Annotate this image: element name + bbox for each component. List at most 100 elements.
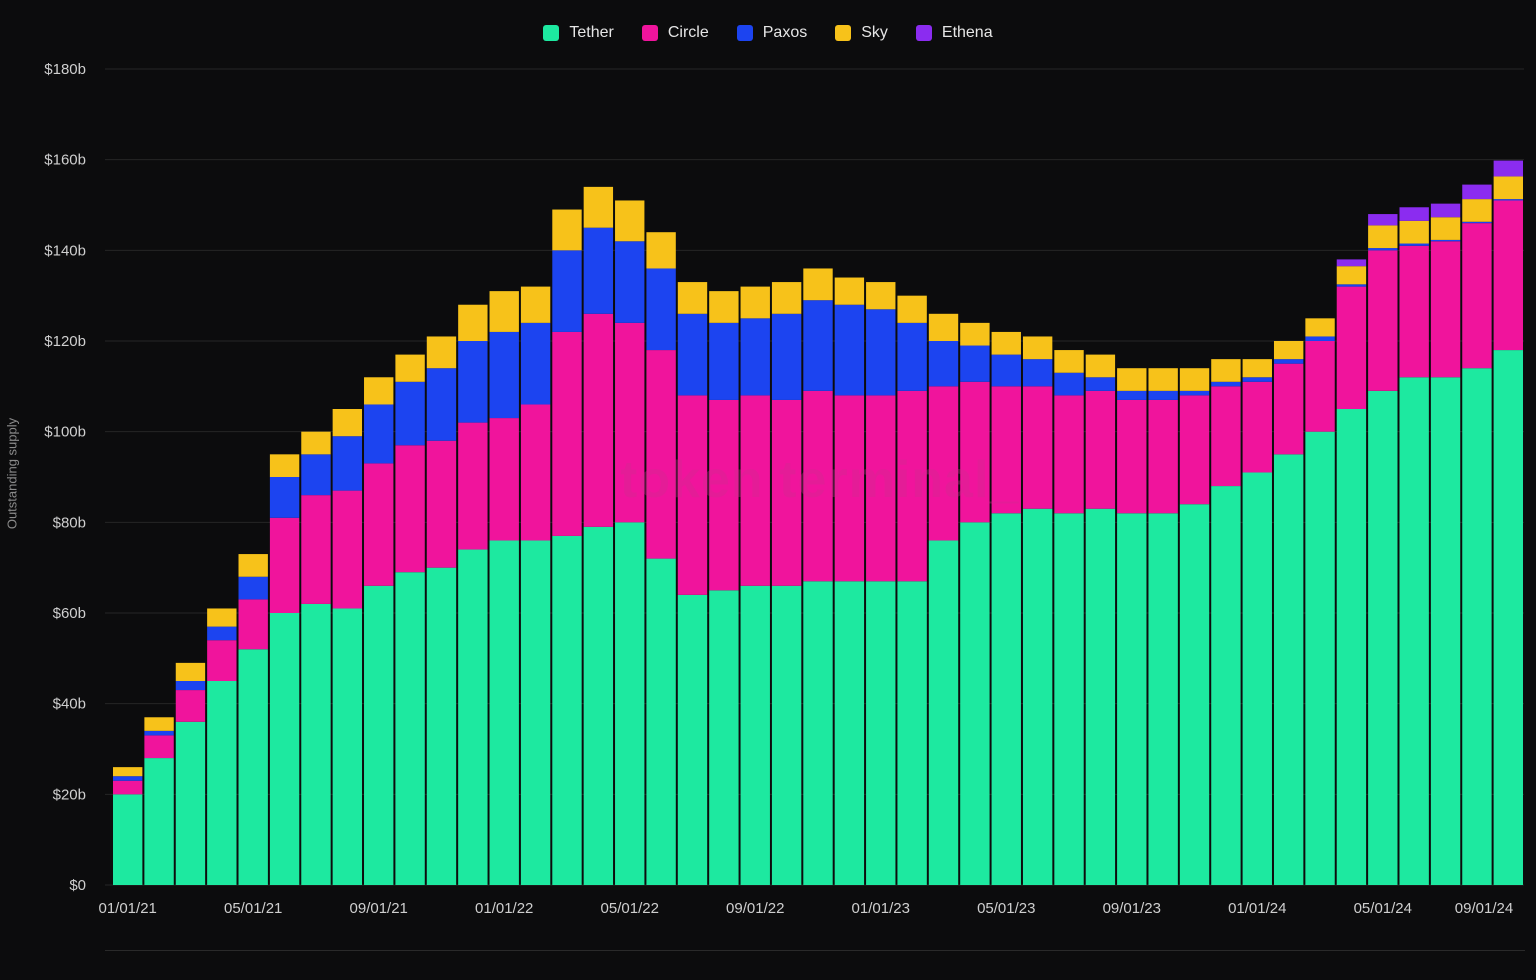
bar-paxos-2[interactable] [175,681,206,691]
bar-paxos-11[interactable] [458,341,488,423]
bar-sky-10[interactable] [426,336,457,369]
bar-tether-38[interactable] [1305,431,1335,885]
bar-sky-14[interactable] [552,209,582,251]
bar-sky-9[interactable] [395,354,425,382]
bar-tether-31[interactable] [1085,508,1116,885]
bar-circle-1[interactable] [144,735,174,759]
bar-sky-4[interactable] [238,554,268,577]
bar-circle-9[interactable] [395,445,425,573]
bar-sky-31[interactable] [1085,354,1116,378]
bar-circle-32[interactable] [1117,399,1147,514]
bar-circle-42[interactable] [1430,241,1461,378]
bar-circle-3[interactable] [207,640,237,681]
bar-tether-1[interactable] [144,758,174,885]
bar-sky-38[interactable] [1305,318,1335,337]
bar-sky-41[interactable] [1399,220,1429,244]
bar-tether-12[interactable] [489,540,519,885]
bar-circle-40[interactable] [1368,250,1398,391]
bar-paxos-31[interactable] [1085,377,1116,391]
bar-paxos-41[interactable] [1399,243,1429,246]
bar-circle-18[interactable] [677,395,708,595]
bar-sky-7[interactable] [332,409,363,437]
bar-sky-20[interactable] [740,286,770,319]
bar-sky-36[interactable] [1242,359,1272,378]
bar-tether-23[interactable] [834,581,865,885]
bar-circle-19[interactable] [709,399,739,591]
bar-tether-39[interactable] [1336,409,1367,885]
bar-sky-21[interactable] [771,282,802,314]
bar-ethena-43[interactable] [1462,184,1492,200]
bar-sky-29[interactable] [1022,336,1053,360]
bar-paxos-0[interactable] [113,776,143,781]
bar-tether-26[interactable] [928,540,959,885]
bar-tether-11[interactable] [458,549,488,885]
bar-paxos-25[interactable] [897,322,927,391]
bar-sky-15[interactable] [583,186,614,228]
bar-circle-11[interactable] [458,422,488,550]
bar-circle-21[interactable] [771,399,802,586]
bar-sky-23[interactable] [834,277,865,305]
bar-paxos-15[interactable] [583,227,614,314]
bar-tether-30[interactable] [1054,513,1084,885]
bar-paxos-16[interactable] [615,241,645,323]
bar-circle-14[interactable] [552,331,582,536]
bar-ethena-41[interactable] [1399,207,1429,221]
bar-tether-20[interactable] [740,585,770,885]
bar-tether-17[interactable] [646,558,676,885]
range-navigator[interactable] [105,950,1525,980]
legend-item-tether[interactable]: Tether [543,24,614,42]
bar-sky-25[interactable] [897,295,927,323]
bar-sky-30[interactable] [1054,350,1084,373]
legend-item-paxos[interactable]: Paxos [736,24,807,42]
bar-paxos-39[interactable] [1336,284,1367,287]
bar-sky-32[interactable] [1117,368,1147,391]
bar-paxos-5[interactable] [269,477,300,518]
bar-circle-12[interactable] [489,418,519,541]
bar-circle-10[interactable] [426,440,457,568]
bar-tether-13[interactable] [520,540,551,885]
bar-sky-2[interactable] [175,662,206,681]
bar-ethena-40[interactable] [1368,214,1398,226]
bar-paxos-17[interactable] [646,268,676,351]
bar-circle-17[interactable] [646,350,676,559]
bar-paxos-20[interactable] [740,318,770,396]
bar-tether-28[interactable] [991,513,1021,885]
bar-circle-35[interactable] [1211,386,1241,487]
bar-tether-37[interactable] [1273,454,1304,885]
bar-circle-38[interactable] [1305,341,1335,432]
bar-tether-36[interactable] [1242,472,1272,885]
bar-tether-42[interactable] [1430,377,1461,885]
bar-circle-15[interactable] [583,313,614,527]
bar-tether-7[interactable] [332,608,363,885]
bar-paxos-27[interactable] [960,345,990,382]
bar-tether-8[interactable] [364,585,394,885]
bar-tether-33[interactable] [1148,513,1178,885]
bar-paxos-43[interactable] [1462,221,1492,224]
bar-tether-24[interactable] [866,581,896,885]
bar-sky-0[interactable] [113,767,143,777]
bar-sky-1[interactable] [144,717,174,731]
bar-sky-6[interactable] [301,431,331,455]
bar-tether-40[interactable] [1368,390,1398,885]
bar-circle-22[interactable] [803,390,833,582]
bar-tether-21[interactable] [771,585,802,885]
bar-circle-28[interactable] [991,386,1021,514]
bar-sky-19[interactable] [709,291,739,323]
bar-paxos-4[interactable] [238,576,268,600]
bar-sky-22[interactable] [803,268,833,301]
bar-tether-27[interactable] [960,522,990,885]
bar-paxos-42[interactable] [1430,239,1461,242]
bar-paxos-9[interactable] [395,381,425,446]
bar-sky-26[interactable] [928,313,959,341]
bar-paxos-35[interactable] [1211,381,1241,387]
bar-paxos-32[interactable] [1117,390,1147,400]
bar-circle-39[interactable] [1336,286,1367,409]
bar-paxos-28[interactable] [991,354,1021,387]
bar-paxos-8[interactable] [364,404,394,464]
bar-circle-16[interactable] [615,322,645,523]
bar-sky-42[interactable] [1430,217,1461,240]
bar-circle-31[interactable] [1085,390,1116,509]
bar-ethena-42[interactable] [1430,203,1461,218]
bar-tether-14[interactable] [552,535,582,885]
bar-paxos-18[interactable] [677,313,708,396]
